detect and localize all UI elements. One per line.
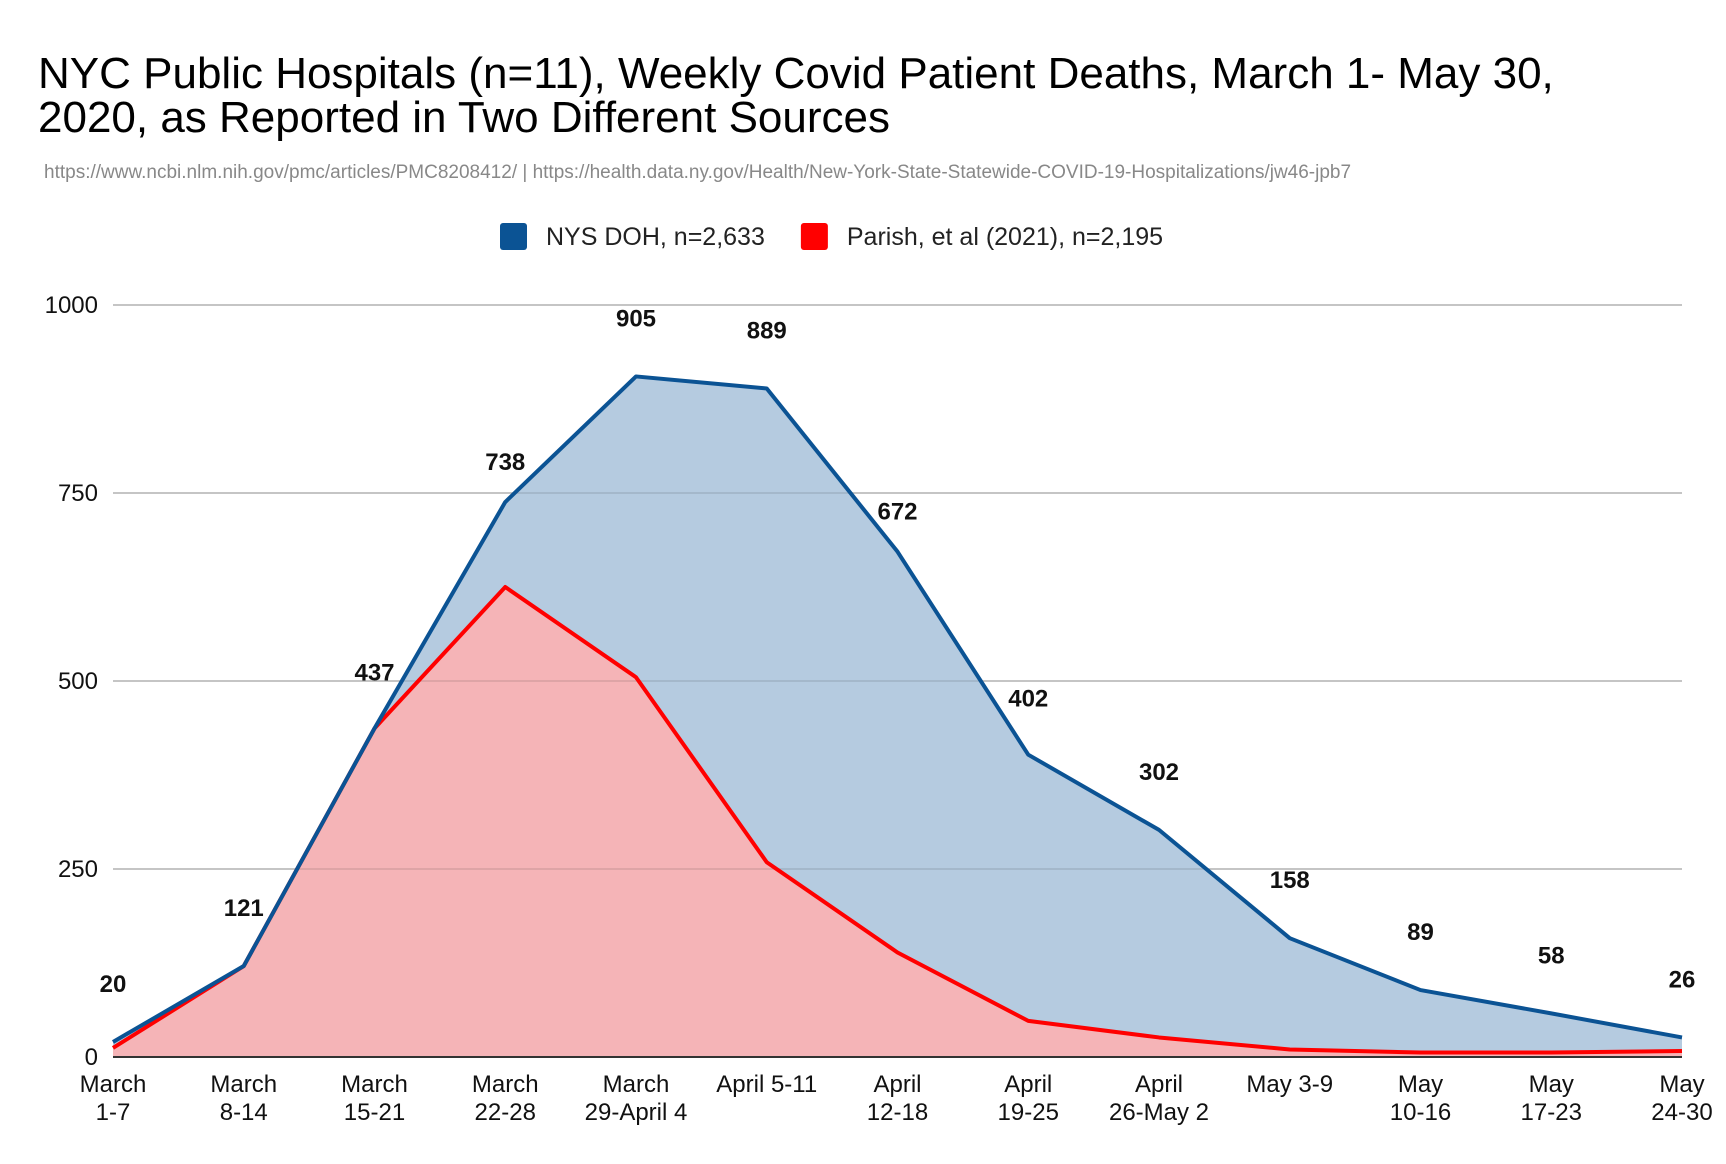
data-label: 158 [1270, 867, 1310, 894]
x-tick-label: 29-April 4 [585, 1099, 688, 1126]
x-tick-label: 26-May 2 [1109, 1099, 1209, 1126]
x-tick-label: 22-28 [475, 1099, 536, 1126]
x-tick-label: May [1398, 1071, 1443, 1098]
y-tick-label: 0 [85, 1044, 98, 1071]
x-tick-label: April [1135, 1071, 1183, 1098]
y-tick-label: 500 [58, 668, 98, 695]
line-nys-doh [111, 374, 1683, 1044]
data-label: 58 [1538, 942, 1565, 969]
x-tick-label: March [80, 1071, 147, 1098]
data-label: 672 [877, 499, 917, 526]
series-areas [111, 304, 1683, 1058]
x-tick-label: 15-21 [344, 1099, 405, 1126]
y-tick-label: 1000 [45, 292, 98, 319]
chart-subtitle: https://www.ncbi.nlm.nih.gov/pmc/article… [44, 162, 1351, 183]
x-tick-label: 1-7 [96, 1099, 131, 1126]
x-tick-label: May [1659, 1071, 1704, 1098]
x-tick-label: May [1529, 1071, 1574, 1098]
data-label: 889 [747, 317, 787, 344]
x-tick-label: March [603, 1071, 670, 1098]
data-label: 302 [1139, 759, 1179, 786]
legend-swatch [500, 223, 527, 250]
data-label: 738 [485, 449, 525, 476]
x-tick-label: 8-14 [220, 1099, 268, 1126]
area-parish [113, 587, 1682, 1057]
data-label: 121 [224, 895, 264, 922]
x-tick-label: 24-30 [1651, 1099, 1712, 1126]
x-tick-label: March [341, 1071, 408, 1098]
x-tick-label: March [210, 1071, 277, 1098]
data-label: 89 [1407, 919, 1434, 946]
legend: NYS DOH, n=2,633 Parish, et al (2021), n=… [500, 223, 1163, 251]
legend-swatch [800, 223, 828, 250]
x-tick-label: April 5-11 [716, 1071, 817, 1098]
chart-title-line-1: NYC Public Hospitals (n=11), Weekly Covi… [38, 49, 1554, 98]
labels: 0 250 500 750 1000 20 121 437 738 905 889 672 402 302… [45, 292, 1713, 1126]
x-tick-label: April [1004, 1071, 1052, 1098]
y-tick-label: 250 [58, 856, 98, 883]
data-label: 402 [1008, 686, 1048, 713]
x-tick-label: April [873, 1071, 921, 1098]
x-tick-label: 10-16 [1390, 1099, 1451, 1126]
data-label: 905 [616, 305, 656, 332]
data-label: 437 [354, 659, 394, 686]
chart-title-line-2: 2020, as Reported in Two Different Sourc… [38, 93, 890, 142]
data-label: 26 [1669, 966, 1696, 993]
x-tick-label: 17-23 [1521, 1099, 1582, 1126]
legend-label: NYS DOH, n=2,633 [546, 223, 765, 251]
x-tick-label: 12-18 [867, 1099, 928, 1126]
data-label: 20 [100, 971, 127, 998]
x-tick-label: March [472, 1071, 539, 1098]
x-tick-label: May 3-9 [1246, 1071, 1333, 1098]
legend-label: Parish, et al (2021), n=2,195 [847, 223, 1163, 251]
x-tick-label: 19-25 [998, 1099, 1059, 1126]
y-tick-label: 750 [58, 480, 98, 507]
